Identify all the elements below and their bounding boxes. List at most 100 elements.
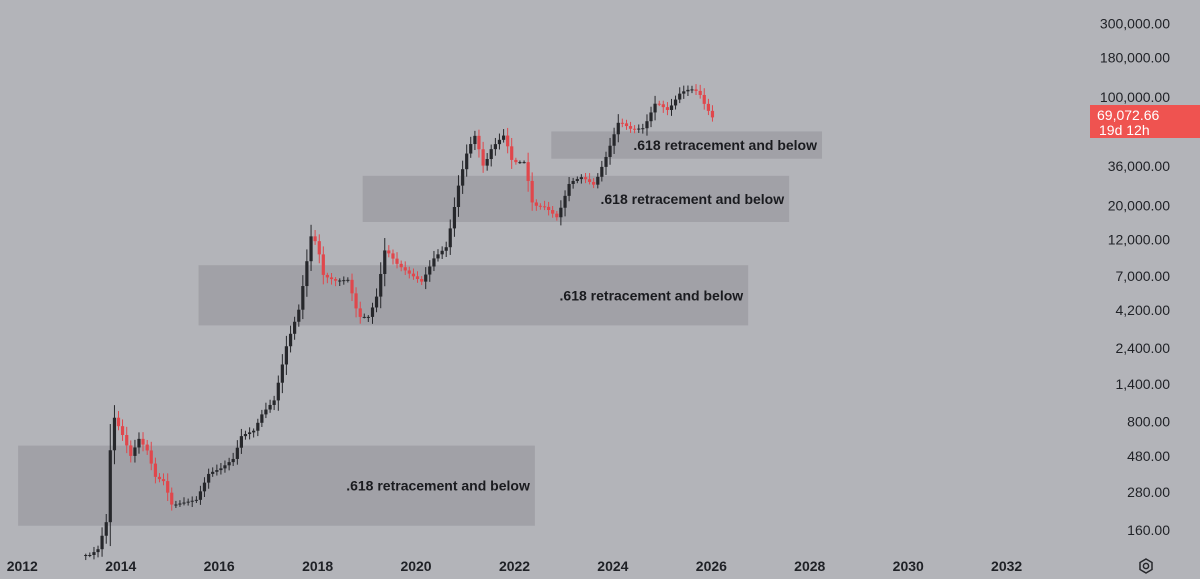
candle-body-55 bbox=[309, 236, 313, 262]
candle-83 bbox=[424, 267, 428, 290]
candle-11 bbox=[129, 440, 133, 463]
candle-0 bbox=[84, 553, 88, 561]
candle-58 bbox=[321, 246, 325, 285]
x-tick-label-10: 2032 bbox=[991, 558, 1022, 574]
candle-147 bbox=[686, 85, 690, 96]
candle-body-6 bbox=[108, 450, 112, 523]
candle-76 bbox=[395, 252, 399, 269]
candle-body-37 bbox=[235, 447, 239, 459]
candle-body-131 bbox=[620, 122, 624, 124]
candle-90 bbox=[452, 197, 457, 237]
candle-body-52 bbox=[297, 309, 301, 322]
candle-body-144 bbox=[673, 99, 678, 106]
y-tick-label-12: 280.00 bbox=[1127, 484, 1170, 500]
x-axis[interactable]: 2012 2014 2016 2018 2020 2022 2024 2026 2028 2030… bbox=[7, 558, 1023, 574]
candle-100 bbox=[493, 137, 497, 156]
candle-6 bbox=[108, 424, 112, 547]
candle-body-127 bbox=[604, 156, 608, 167]
candle-body-56 bbox=[313, 236, 317, 242]
candle-25 bbox=[186, 498, 190, 506]
candle-body-14 bbox=[141, 438, 145, 445]
candle-body-73 bbox=[383, 250, 387, 274]
zone-3 bbox=[362, 175, 790, 222]
candle-body-43 bbox=[260, 414, 264, 423]
candle-body-26 bbox=[190, 500, 194, 502]
candle-body-47 bbox=[276, 382, 280, 401]
candle-body-20 bbox=[166, 481, 170, 493]
y-tick-label-8: 2,400.00 bbox=[1116, 340, 1171, 356]
candle-104 bbox=[510, 137, 514, 169]
candle-body-80 bbox=[411, 273, 416, 277]
candle-body-90 bbox=[452, 207, 457, 229]
candle-body-67 bbox=[358, 308, 362, 317]
candle-body-63 bbox=[342, 280, 346, 282]
candle-78 bbox=[403, 261, 407, 275]
x-tick-label-1: 2014 bbox=[105, 558, 136, 574]
candle-70 bbox=[370, 302, 375, 324]
candle-body-153 bbox=[710, 110, 715, 118]
y-axis[interactable]: 300,000.00 180,000.00 100,000.00 36,000.00 2… bbox=[1100, 15, 1170, 538]
candle-144 bbox=[673, 95, 678, 110]
candle-body-16 bbox=[149, 450, 153, 464]
candle-18 bbox=[157, 473, 162, 483]
candle-body-5 bbox=[104, 522, 108, 536]
candle-body-143 bbox=[669, 105, 674, 110]
candle-61 bbox=[333, 277, 338, 287]
candle-56 bbox=[313, 230, 317, 245]
candle-102 bbox=[502, 129, 506, 143]
candle-134 bbox=[632, 125, 637, 134]
candle-body-40 bbox=[248, 432, 252, 435]
candle-body-45 bbox=[268, 404, 272, 410]
candle-body-46 bbox=[272, 400, 276, 405]
candle-body-116 bbox=[559, 207, 563, 218]
candle-91 bbox=[456, 175, 461, 217]
candle-body-107 bbox=[522, 162, 526, 164]
candle-body-9 bbox=[120, 426, 125, 436]
candle-26 bbox=[190, 496, 194, 507]
candle-body-108 bbox=[526, 162, 530, 181]
candle-109 bbox=[530, 172, 534, 211]
candle-150 bbox=[698, 84, 702, 99]
candle-43 bbox=[260, 409, 264, 427]
candle-body-125 bbox=[596, 176, 600, 185]
candle-body-115 bbox=[555, 213, 559, 218]
candle-95 bbox=[473, 130, 477, 151]
candle-body-44 bbox=[264, 409, 268, 415]
candle-114 bbox=[551, 205, 555, 218]
candle-body-89 bbox=[448, 228, 452, 248]
candle-115 bbox=[555, 210, 559, 221]
x-tick-label-5: 2022 bbox=[499, 558, 530, 574]
candle-130 bbox=[616, 114, 620, 143]
candle-body-136 bbox=[641, 128, 645, 130]
candle-body-124 bbox=[592, 181, 596, 185]
candle-139 bbox=[653, 95, 657, 121]
candle-24 bbox=[182, 497, 186, 506]
candle-body-83 bbox=[424, 274, 428, 282]
candle-body-86 bbox=[436, 254, 440, 259]
gear-icon[interactable] bbox=[1139, 558, 1153, 574]
candle-body-51 bbox=[293, 321, 297, 334]
candle-body-117 bbox=[563, 195, 567, 208]
candle-body-21 bbox=[170, 492, 174, 505]
candle-118 bbox=[567, 177, 571, 202]
candle-body-123 bbox=[587, 179, 592, 182]
candle-82 bbox=[420, 276, 424, 286]
candle-body-112 bbox=[542, 206, 547, 208]
candle-body-29 bbox=[202, 482, 207, 492]
y-tick-label-9: 1,400.00 bbox=[1116, 376, 1171, 392]
candle-50 bbox=[288, 325, 293, 353]
candle-123 bbox=[587, 173, 592, 185]
candle-30 bbox=[207, 468, 211, 489]
candle-7 bbox=[112, 405, 117, 465]
candle-body-32 bbox=[215, 470, 219, 472]
candle-body-126 bbox=[600, 166, 604, 177]
candle-body-58 bbox=[321, 254, 325, 275]
candle-body-57 bbox=[317, 241, 321, 255]
x-tick-label-4: 2020 bbox=[400, 558, 431, 574]
candle-94 bbox=[469, 136, 473, 158]
candle-body-101 bbox=[497, 139, 502, 145]
candle-body-17 bbox=[153, 463, 158, 477]
candle-body-98 bbox=[485, 159, 489, 166]
candle-body-33 bbox=[219, 468, 223, 471]
